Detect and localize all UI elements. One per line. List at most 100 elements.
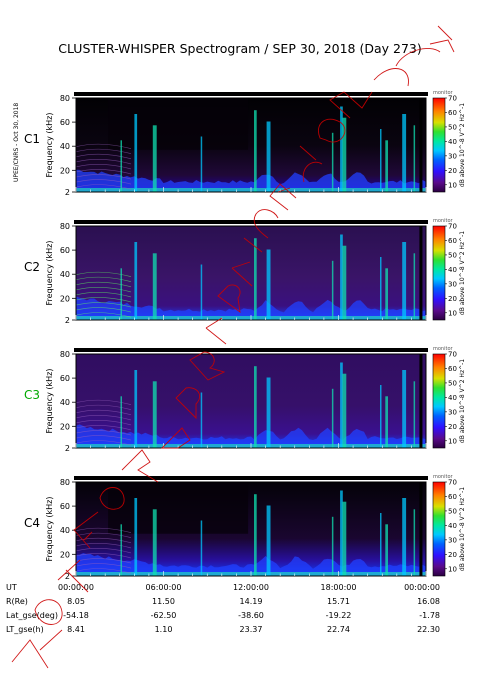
y-tick-label: 2 <box>65 316 70 325</box>
burst-band <box>342 373 347 448</box>
y-axis-title: Frequency (kHz) <box>45 497 54 562</box>
table-cell: 15.71 <box>327 597 350 606</box>
burst-band <box>134 114 138 192</box>
burst-band <box>340 490 343 576</box>
harmonic-line <box>75 148 132 154</box>
burst-band <box>120 524 122 576</box>
y-axis-title: Frequency (kHz) <box>45 241 54 306</box>
burst-band <box>266 377 271 448</box>
table-cell: 14.19 <box>240 597 263 606</box>
colorbar-tick-label: 70 <box>448 95 457 103</box>
harmonic-line <box>75 312 132 318</box>
harmonic-line <box>75 409 132 416</box>
burst-band <box>200 264 203 320</box>
panel-status-bar <box>74 220 428 224</box>
colorbar-tick-label: 40 <box>448 394 457 402</box>
table-cell: 00:00:00 <box>58 583 94 592</box>
colorbar-status: monitor <box>433 90 454 96</box>
table-row-label: R(Re) <box>6 597 28 606</box>
harmonic-line <box>75 435 132 441</box>
y-tick-label: 80 <box>60 222 70 231</box>
burst-band <box>385 140 388 192</box>
colorbar-tick-label: 10 <box>448 181 457 189</box>
colorbar-tick-label: 20 <box>448 551 457 559</box>
colorbar-tick-label: 30 <box>448 280 457 288</box>
table-cell: -1.78 <box>419 611 440 620</box>
table-row-label: LT_gse(h) <box>6 625 44 634</box>
harmonic-line <box>75 440 132 446</box>
colorbar-label: dB above 10^-8 V^2 Hz^-1 <box>459 103 466 187</box>
burst-band <box>413 381 416 448</box>
harmonic-line <box>75 532 132 538</box>
table-cell: 8.05 <box>67 597 85 606</box>
table-cell: 11.50 <box>152 597 175 606</box>
burst-band <box>266 249 271 320</box>
side-label: UPEE/CNRS - Oct 30, 2018 <box>13 103 20 182</box>
harmonic-line <box>75 179 132 185</box>
data-gap <box>419 226 423 320</box>
harmonic-line <box>75 174 132 180</box>
colorbar-tick-label: 60 <box>448 109 457 117</box>
quiet-region <box>108 482 249 534</box>
harmonic-line <box>75 281 132 288</box>
panel-status-bar <box>74 92 428 96</box>
colorbar-tick-label: 60 <box>448 365 457 373</box>
burst-band <box>152 381 157 448</box>
burst-band <box>402 370 407 448</box>
colorbar-tick-label: 20 <box>448 295 457 303</box>
harmonic-line <box>75 302 132 308</box>
colorbar-label: dB above 10^-8 V^2 Hz^-1 <box>459 487 466 571</box>
colorbar-label: dB above 10^-8 V^2 Hz^-1 <box>459 359 466 443</box>
colorbar-tick-label: 50 <box>448 507 457 515</box>
colorbar-status: monitor <box>433 474 454 480</box>
colorbar-tick-label: 10 <box>448 309 457 317</box>
y-tick-label: 20 <box>60 294 70 303</box>
harmonic-line <box>75 553 132 559</box>
colorbar-tick-label: 30 <box>448 408 457 416</box>
colorbar <box>432 481 446 577</box>
panel-c2: 2 20 40 60 80 Frequency (kHz) C2 monitor 10 20 30 4… <box>24 218 466 325</box>
burst-band <box>254 110 257 192</box>
burst-band <box>331 260 334 320</box>
harmonic-line <box>75 143 132 149</box>
plasma-band <box>76 553 426 576</box>
table-cell: 18:00:00 <box>321 583 357 592</box>
harmonic-line <box>75 558 132 564</box>
harmonic-line <box>75 543 132 549</box>
burst-band <box>380 513 382 576</box>
plasma-band <box>76 296 426 320</box>
harmonic-line <box>75 159 132 165</box>
harmonic-line <box>75 404 132 410</box>
burst-band <box>254 238 257 320</box>
burst-band <box>385 524 388 576</box>
y-tick-label: 2 <box>65 572 70 581</box>
burst-band <box>402 114 407 192</box>
y-tick-label: 60 <box>60 374 70 383</box>
burst-band <box>402 242 407 320</box>
colorbar-tick-label: 20 <box>448 167 457 175</box>
harmonic-line <box>75 415 132 421</box>
burst-band <box>385 268 388 320</box>
burst-band <box>380 385 382 448</box>
burst-band <box>120 140 122 192</box>
data-gap <box>419 482 423 576</box>
table-cell: 12:00:00 <box>233 583 269 592</box>
colorbar-tick-label: 30 <box>448 152 457 160</box>
burst-band <box>120 396 122 448</box>
y-tick-label: 40 <box>60 526 70 535</box>
colorbar-tick-label: 20 <box>448 423 457 431</box>
burst-band <box>402 498 407 576</box>
harmonic-line <box>75 164 132 170</box>
burst-band <box>134 498 138 576</box>
y-axis-title: Frequency (kHz) <box>45 113 54 178</box>
harmonic-line <box>75 568 132 574</box>
spectrogram-image <box>76 354 426 448</box>
colorbar-tick-label: 60 <box>448 493 457 501</box>
y-tick-label: 20 <box>60 550 70 559</box>
colorbar-status: monitor <box>433 346 454 352</box>
burst-band <box>413 253 416 320</box>
table-cell: -62.50 <box>151 611 177 620</box>
burst-band <box>152 125 157 192</box>
harmonic-line <box>75 548 132 554</box>
